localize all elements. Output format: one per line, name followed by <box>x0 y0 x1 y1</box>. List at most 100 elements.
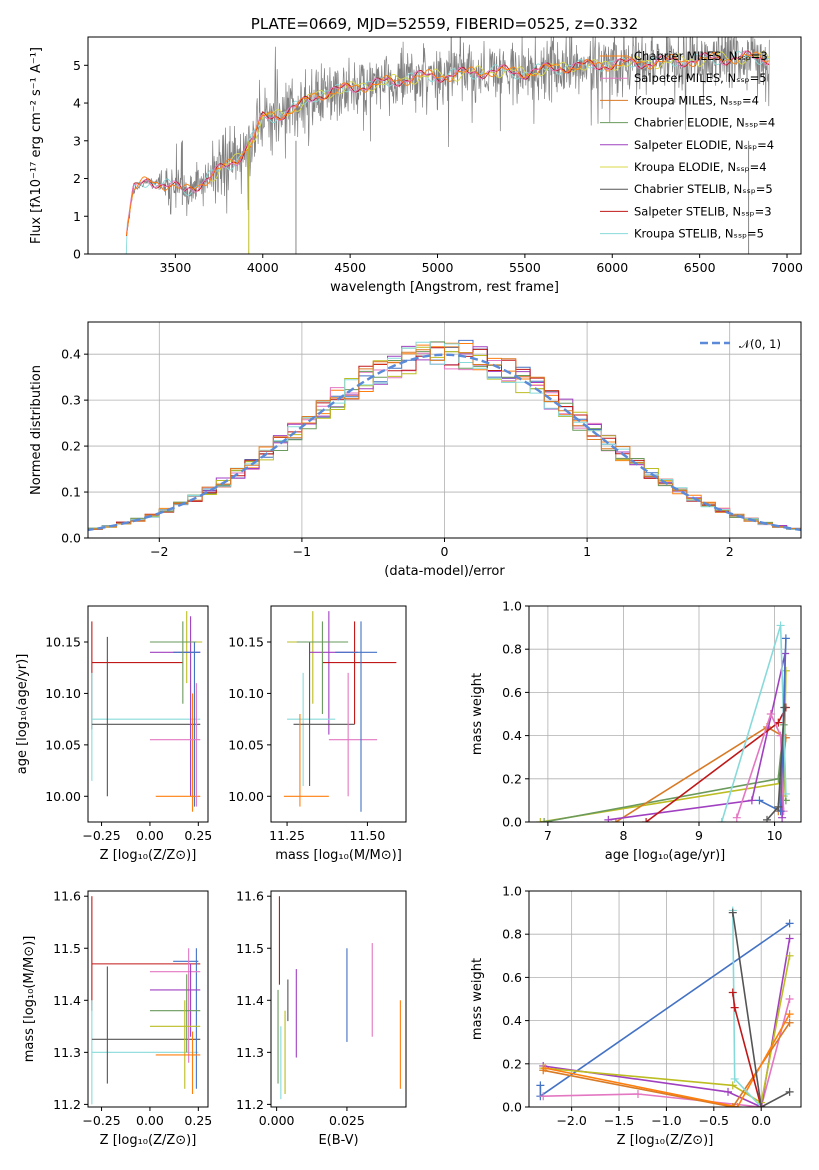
mass-weight-marker <box>776 807 785 816</box>
age-vs-mass-frame <box>270 605 407 823</box>
x-tick-label: 1 <box>583 544 591 559</box>
massweight-vs-Z-plot-area <box>536 906 794 1107</box>
y-tick-label: 0.3 <box>61 393 81 408</box>
x-tick-label: 0.00 <box>136 828 164 843</box>
x-tick-label: −0.25 <box>82 1113 120 1128</box>
age-vs-Z-panel: −0.25 0.00 0.25 10.00 10.05 10.10 10.15 Z [log₁… <box>15 605 212 863</box>
x-tick-label: 3500 <box>159 260 191 275</box>
y-tick-label: 11.3 <box>236 1045 264 1060</box>
mass-weight-marker <box>728 908 737 917</box>
x-tick-label: −2.0 <box>556 1113 586 1128</box>
y-tick-label: 11.6 <box>53 889 81 904</box>
mass-weight-marker <box>774 718 783 727</box>
x-tick-label: 11.25 <box>269 828 305 843</box>
mass-weight-marker <box>536 818 545 822</box>
x-tick-label: 5500 <box>509 260 541 275</box>
mass-weight-marker <box>763 815 771 822</box>
massweight-vs-age-frame <box>528 605 802 823</box>
y-tick-label: 0.0 <box>502 1100 522 1115</box>
y-tick-label: 0 <box>73 247 81 262</box>
y-tick-label: 0.0 <box>61 531 81 546</box>
legend-label: 𝒩(0, 1) <box>739 337 781 351</box>
mass-weight-marker <box>780 703 789 712</box>
x-tick-label: 8 <box>619 828 627 843</box>
mass-weight-marker <box>730 1003 739 1012</box>
mass-weight-marker <box>732 813 741 822</box>
residuals-frame <box>87 321 802 539</box>
x-axis-label: wavelength [Angstrom, rest frame] <box>330 280 559 295</box>
x-tick-label: −2 <box>150 544 168 559</box>
mass-weight-marker <box>785 995 794 1003</box>
y-tick-label: 0.8 <box>502 927 522 942</box>
massweight-vs-Z-panel: −2.0 −1.5 −1.0 −0.5 0.0 0.0 0.2 0.4 0.6 0.8 1.0 Z [… <box>470 884 802 1148</box>
y-tick-label: 11.6 <box>236 889 264 904</box>
y-tick-label: 0.2 <box>61 439 81 454</box>
x-tick-label: 6500 <box>684 260 716 275</box>
x-tick-label: 0.00 <box>136 1113 164 1128</box>
x-tick-label: 7 <box>544 828 552 843</box>
x-tick-label: 0.000 <box>259 1113 295 1128</box>
mass-weight-marker <box>755 796 764 805</box>
x-tick-label: 0.025 <box>329 1113 365 1128</box>
mass-weight-marker <box>733 1103 742 1107</box>
y-tick-label: 11.5 <box>53 941 81 956</box>
x-tick-label: 0.0 <box>751 1113 771 1128</box>
y-tick-label: 0.4 <box>502 728 522 743</box>
mass-weight-marker <box>785 1087 794 1096</box>
y-tick-label: 5 <box>73 58 81 73</box>
chart-title: PLATE=0669, MJD=52559, FIBERID=0525, z=0… <box>251 15 638 33</box>
mass-weight-marker <box>642 818 651 822</box>
y-tick-label: 10.15 <box>45 635 81 650</box>
x-axis-label: Z [log₁₀(Z/Z⊙)] <box>100 848 197 863</box>
mass-weight-line <box>543 955 791 1104</box>
mass-vs-Z-plot-area <box>91 896 201 1105</box>
mass-weight-marker <box>730 1074 739 1083</box>
mass-weight-marker <box>757 1103 766 1107</box>
age-vs-mass-panel: 11.25 11.50 10.00 10.05 10.10 10.15 mass [log₁… <box>228 605 407 863</box>
x-axis-label: (data-model)/error <box>384 564 505 579</box>
y-tick-label: 1 <box>73 209 81 224</box>
y-tick-label: 10.00 <box>228 789 264 804</box>
mass-weight-marker <box>785 934 794 943</box>
mass-weight-marker <box>540 818 549 822</box>
residuals-plot-area <box>88 339 801 532</box>
x-tick-label: −0.5 <box>699 1113 729 1128</box>
mass-weight-line <box>543 938 791 1107</box>
mass-weight-marker <box>728 1081 737 1090</box>
massweight-vs-age-panel: 7 8 9 10 0.0 0.2 0.4 0.6 0.8 1.0 age [log₁₀(age/yr… <box>470 599 802 863</box>
y-tick-label: 1.0 <box>502 599 522 614</box>
mass-weight-marker <box>747 796 756 805</box>
legend-label: Kroupa MILES, Nₛₛₚ=4 <box>634 93 759 107</box>
y-tick-label: 0.0 <box>502 815 522 830</box>
mass-weight-marker <box>604 815 613 822</box>
spectrum-frame <box>87 36 802 255</box>
x-axis-label: Z [log₁₀(Z/Z⊙)] <box>100 1133 197 1148</box>
y-tick-label: 10.15 <box>228 635 264 650</box>
y-tick-label: 1.0 <box>502 884 522 899</box>
mass-weight-marker <box>785 1010 794 1019</box>
y-axis-label: mass weight <box>470 673 485 755</box>
legend-label: Chabrier MILES, Nₛₛₚ=3 <box>634 49 768 63</box>
y-tick-label: 0.2 <box>502 771 522 786</box>
x-tick-label: 0.25 <box>184 828 212 843</box>
y-tick-label: 11.5 <box>236 941 264 956</box>
massweight-vs-Z-frame <box>528 890 802 1108</box>
mass-vs-EBV-panel: 0.000 0.025 11.2 11.3 11.4 11.5 11.6 E(B-V) <box>236 889 407 1148</box>
y-tick-label: 0.6 <box>502 970 522 985</box>
spectrum-panel: 3500 4000 4500 5000 5500 6000 6500 7000 0 1 2 3 4 5 wa… <box>29 15 803 295</box>
mass-weight-marker <box>539 1092 548 1101</box>
mass-vs-Z-panel: −0.25 0.00 0.25 11.2 11.3 11.4 11.5 11.6 Z [log₁… <box>22 889 212 1148</box>
y-axis-label: mass [log₁₀(M/M⊙)] <box>22 936 37 1063</box>
y-tick-label: 11.3 <box>53 1045 81 1060</box>
y-tick-label: 0.8 <box>502 642 522 657</box>
mass-weight-marker <box>717 818 726 822</box>
x-axis-label: age [log₁₀(age/yr)] <box>605 848 726 863</box>
x-tick-label: 0.25 <box>184 1113 212 1128</box>
y-axis-label: Normed distribution <box>29 365 44 495</box>
legend-label: Salpeter ELODIE, Nₛₛₚ=4 <box>634 138 774 152</box>
model-spectrum-line <box>210 51 770 182</box>
mass-weight-marker <box>785 919 794 928</box>
mass-weight-line <box>544 1013 791 1107</box>
mass-weight-marker <box>728 988 737 997</box>
